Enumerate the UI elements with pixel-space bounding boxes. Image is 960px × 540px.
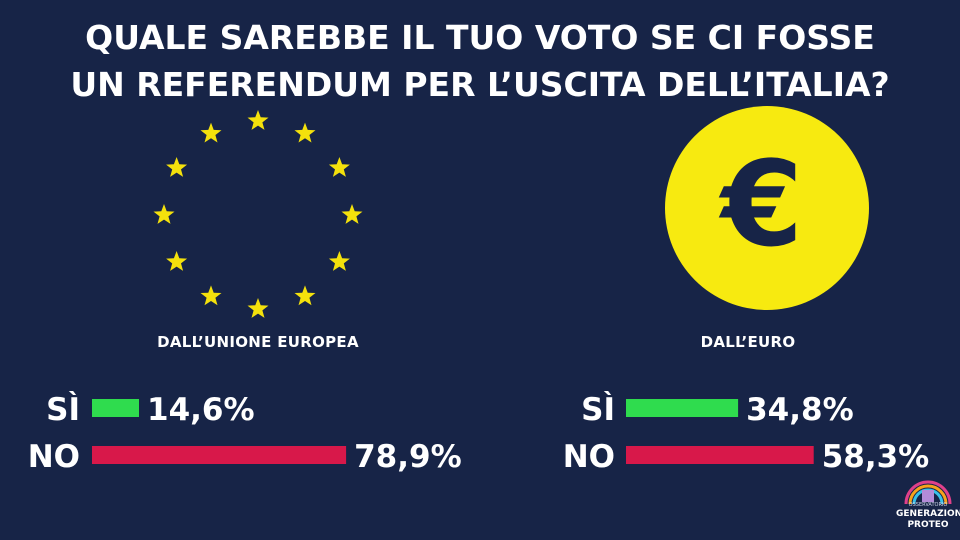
category-label: SÌ <box>46 392 80 428</box>
value-label: 34,8% <box>746 392 854 428</box>
euro-coin-icon: € <box>665 106 869 310</box>
euro-caption: DALL’EURO <box>700 333 796 351</box>
category-label: SÌ <box>581 392 615 428</box>
eu-caption: DALL’UNIONE EUROPEA <box>157 333 359 351</box>
value-label: 58,3% <box>822 439 930 475</box>
eu-chart: SÌ 14,6% NO 78,9% <box>28 110 462 475</box>
eu-star-icon <box>166 251 188 271</box>
euro-chart: € SÌ 34,8% NO 58,3% <box>563 106 930 475</box>
eu-star-icon <box>200 122 222 143</box>
eu-star-icon <box>247 298 269 318</box>
no-bar <box>626 446 814 464</box>
logo-line-2: PROTEO <box>907 520 949 530</box>
value-label: 78,9% <box>354 439 462 475</box>
value-label: 14,6% <box>147 392 255 428</box>
eu-star-icon <box>294 285 316 306</box>
euro-bars: SÌ 34,8% NO 58,3% <box>563 392 930 475</box>
eu-star-icon <box>200 285 222 306</box>
title-line-1: QUALE SAREBBE IL TUO VOTO SE CI FOSSE <box>85 18 875 57</box>
yes-bar <box>92 399 139 417</box>
logo-main-text: GENERAZIONE PROTEO <box>896 509 960 531</box>
generazione-proteo-logo: OSSERVATORIO GENERAZIONE PROTEO <box>896 478 960 540</box>
euro-panel: € SÌ 34,8% NO 58,3% DALL’EURO <box>480 100 960 540</box>
eu-star-icon <box>328 157 350 177</box>
eu-stars-icon <box>153 110 363 318</box>
eu-star-icon <box>153 204 175 224</box>
logo-arch-icon <box>904 480 952 505</box>
eu-bars: SÌ 14,6% NO 78,9% <box>28 392 462 475</box>
logo-line-1: GENERAZIONE <box>896 509 960 519</box>
eu-star-icon <box>166 157 188 177</box>
eu-star-icon <box>341 204 363 224</box>
no-bar <box>92 446 347 464</box>
yes-bar <box>626 399 739 417</box>
euro-symbol: € <box>718 135 803 273</box>
category-label: NO <box>28 439 80 475</box>
logo-small-text: OSSERVATORIO <box>908 502 948 508</box>
eu-star-icon <box>247 110 269 130</box>
eu-star-icon <box>294 122 316 143</box>
eu-panel: SÌ 14,6% NO 78,9% DALL’UNIONE EUROPEA <box>0 100 480 540</box>
title-line-2: UN REFERENDUM PER L’USCITA DELL’ITALIA? <box>70 65 890 104</box>
category-label: NO <box>563 439 615 475</box>
page-title: QUALE SAREBBE IL TUO VOTO SE CI FOSSE UN… <box>0 14 960 108</box>
eu-star-icon <box>328 251 350 271</box>
